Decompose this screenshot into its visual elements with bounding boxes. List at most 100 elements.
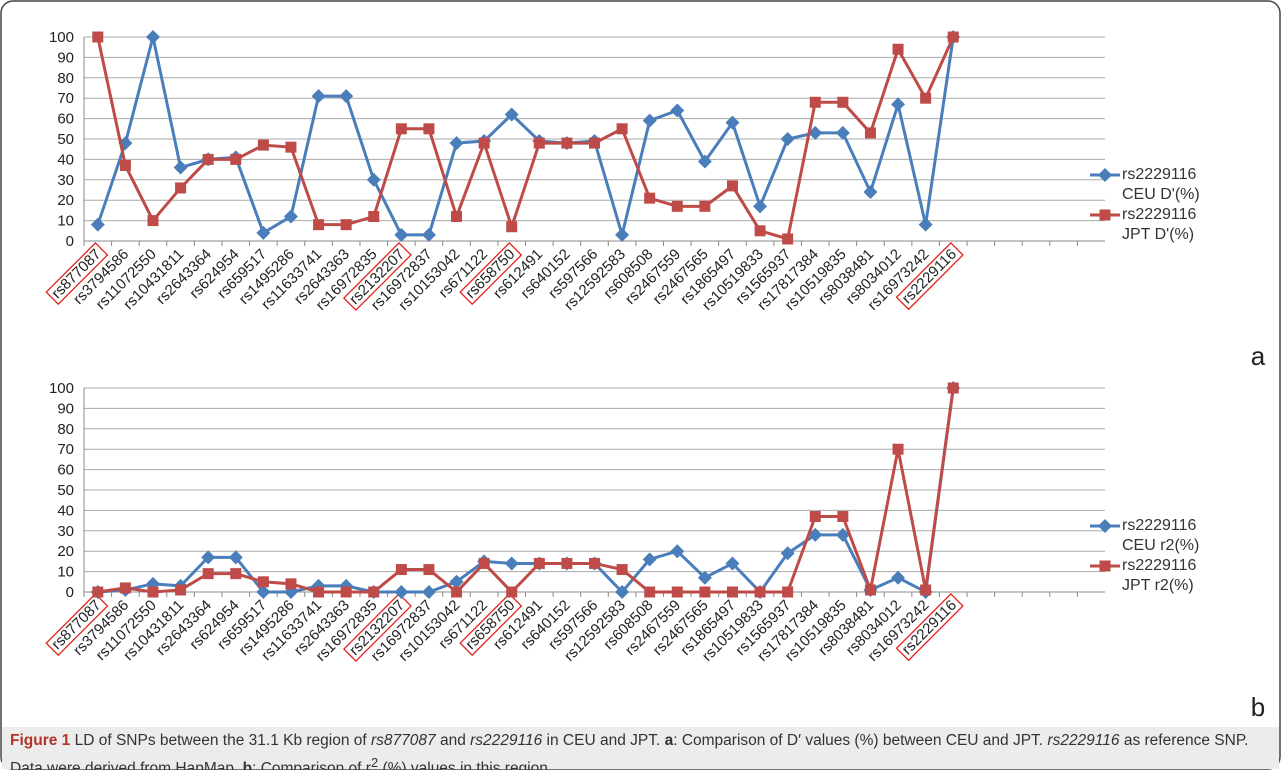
y-tick-label: 40 — [57, 502, 74, 519]
marker — [173, 160, 188, 175]
marker — [615, 585, 630, 599]
marker — [671, 586, 683, 598]
marker — [395, 123, 407, 135]
marker — [92, 586, 104, 598]
marker — [506, 221, 518, 233]
legend-label: rs2229116 JPT D'(%) — [1122, 206, 1197, 243]
marker — [864, 584, 876, 596]
marker — [699, 586, 711, 598]
series-line — [96, 36, 955, 241]
marker — [119, 160, 131, 172]
marker — [837, 511, 849, 523]
marker — [864, 127, 876, 139]
highlight-box — [342, 242, 412, 312]
marker — [920, 584, 932, 596]
marker — [918, 217, 933, 232]
marker — [90, 217, 105, 232]
marker — [394, 227, 409, 242]
y-tick-label: 70 — [57, 90, 74, 107]
marker — [256, 225, 271, 240]
legend-label: rs2229116 JPT r2(%) — [1122, 557, 1197, 594]
marker — [835, 527, 850, 542]
marker — [506, 586, 518, 598]
marker — [451, 211, 463, 223]
marker — [228, 550, 243, 565]
marker — [754, 225, 766, 237]
y-tick-label: 20 — [57, 192, 74, 209]
marker — [257, 139, 269, 151]
caption-text: rs2229116 — [1047, 732, 1120, 749]
marker — [782, 233, 794, 245]
marker — [230, 568, 242, 580]
y-tick-label: 0 — [66, 584, 74, 601]
y-tick-label: 90 — [57, 400, 74, 417]
marker — [726, 586, 738, 598]
highlight-box — [45, 242, 109, 306]
y-tick-label: 100 — [49, 380, 74, 397]
marker — [699, 200, 711, 212]
marker — [809, 511, 821, 523]
marker — [863, 185, 878, 200]
highlight-box — [459, 593, 523, 657]
marker — [449, 574, 464, 589]
caption-text: (%) values in this region. — [378, 760, 553, 770]
marker — [533, 557, 545, 569]
marker — [368, 211, 380, 223]
marker — [147, 215, 159, 227]
marker — [421, 585, 436, 599]
legend-label: rs2229116 CEU D'(%) — [1122, 166, 1200, 203]
series-line — [97, 387, 955, 595]
y-tick-label: 30 — [57, 523, 74, 540]
marker — [697, 154, 712, 169]
marker — [670, 544, 685, 559]
y-tick-label: 10 — [57, 213, 74, 230]
legend-label: rs2229116 CEU r2(%) — [1122, 517, 1200, 554]
marker — [920, 92, 932, 104]
y-tick-label: 70 — [57, 441, 74, 458]
highlight-box — [895, 593, 964, 662]
y-tick-label: 40 — [57, 151, 74, 168]
marker — [202, 153, 214, 165]
marker — [257, 576, 269, 588]
marker — [616, 123, 628, 135]
marker — [478, 557, 490, 569]
marker — [644, 192, 656, 204]
y-tick-label: 30 — [57, 172, 74, 189]
marker — [725, 115, 740, 130]
marker — [808, 527, 823, 542]
marker — [366, 172, 381, 187]
marker — [754, 586, 766, 598]
marker — [837, 96, 849, 108]
marker — [478, 137, 490, 149]
marker — [423, 123, 435, 135]
panel-label: b — [1251, 692, 1265, 722]
marker — [726, 180, 738, 192]
marker — [782, 586, 794, 598]
y-tick-label: 80 — [57, 70, 74, 87]
marker — [891, 97, 906, 112]
marker — [808, 125, 823, 140]
marker — [147, 586, 159, 598]
marker — [451, 586, 463, 598]
highlight-box — [342, 593, 412, 663]
marker — [423, 564, 435, 576]
marker — [504, 107, 519, 122]
caption-text: rs2229116 — [470, 732, 543, 749]
y-tick-label: 90 — [57, 49, 74, 66]
marker — [671, 200, 683, 212]
marker — [753, 199, 768, 214]
highlight-box — [459, 242, 523, 306]
marker — [947, 382, 959, 394]
marker — [175, 584, 187, 596]
marker — [175, 182, 187, 194]
caption-text: : Comparison of r — [252, 760, 371, 770]
caption-text: a — [664, 732, 674, 749]
y-tick-label: 0 — [66, 233, 74, 250]
marker — [809, 96, 821, 108]
caption-text: and — [435, 732, 471, 749]
y-tick-label: 60 — [57, 111, 74, 128]
marker — [283, 209, 298, 224]
marker — [616, 564, 628, 576]
